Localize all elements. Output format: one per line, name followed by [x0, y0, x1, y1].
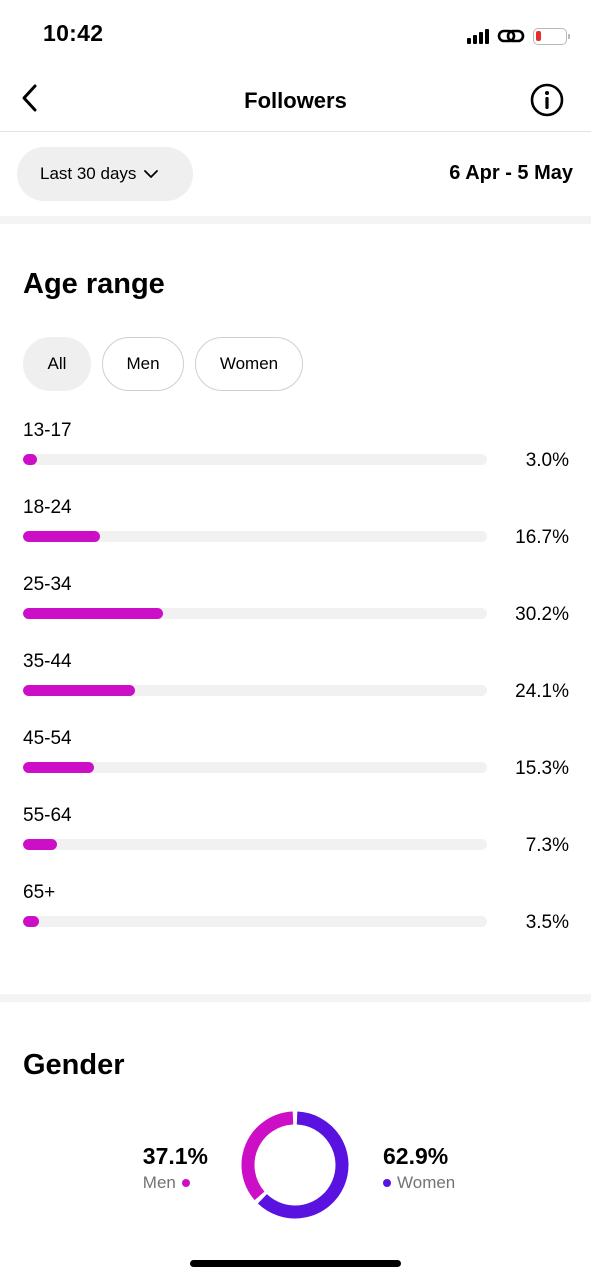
age-percent: 24.1%	[515, 681, 569, 702]
age-percent: 16.7%	[515, 527, 569, 548]
gender-breakdown: 37.1% Men 62.9% Women	[0, 1110, 591, 1225]
battery-icon	[533, 27, 570, 45]
status-icons	[467, 24, 570, 48]
section-divider	[0, 994, 591, 1002]
age-row-55-64: 55-64 7.3%	[23, 805, 569, 865]
info-icon	[530, 83, 564, 117]
info-button[interactable]	[527, 80, 567, 120]
age-bar-fill	[23, 839, 57, 850]
men-label: Men	[142, 1173, 176, 1192]
age-label: 65+	[23, 882, 56, 903]
women-percent: 62.9%	[383, 1143, 449, 1169]
age-range-title: Age range	[23, 268, 165, 300]
age-label: 45-54	[23, 728, 72, 749]
age-row-65-plus: 65+ 3.5%	[23, 882, 569, 942]
age-bar-fill	[23, 531, 101, 542]
age-percent: 3.0%	[525, 450, 569, 471]
age-row-18-24: 18-24 16.7%	[23, 497, 569, 557]
women-dot-icon	[383, 1179, 391, 1187]
men-arc	[241, 1111, 294, 1201]
age-bar-track	[23, 839, 487, 850]
age-percent: 30.2%	[515, 604, 569, 625]
gender-donut-chart	[241, 1111, 349, 1219]
age-label: 13-17	[23, 420, 72, 441]
section-divider	[0, 216, 591, 224]
date-range-dropdown-label: Last 30 days	[40, 164, 137, 183]
age-row-35-44: 35-44 24.1%	[23, 651, 569, 711]
age-label: 55-64	[23, 805, 72, 826]
date-range-dropdown[interactable]: Last 30 days	[17, 147, 193, 201]
nav-bar: Followers	[0, 70, 591, 132]
status-bar: 10:42	[0, 0, 591, 70]
women-arc	[257, 1111, 349, 1219]
age-bar-fill	[23, 916, 40, 927]
age-percent: 7.3%	[525, 835, 569, 856]
age-row-45-54: 45-54 15.3%	[23, 728, 569, 788]
tab-women[interactable]: Women	[195, 337, 303, 391]
men-dot-icon	[181, 1179, 190, 1187]
chevron-left-icon	[22, 84, 37, 112]
age-bar-track	[23, 531, 487, 542]
chevron-down-icon	[144, 169, 159, 178]
age-bar-fill	[23, 454, 37, 465]
age-bar-fill	[23, 685, 135, 696]
age-percent: 15.3%	[515, 758, 569, 779]
home-indicator	[190, 1260, 401, 1267]
age-bar-fill	[23, 608, 164, 619]
gender-men-legend: 37.1% Men	[143, 1143, 208, 1193]
women-label: Women	[397, 1173, 456, 1192]
page-title: Followers	[244, 88, 347, 113]
age-label: 25-34	[23, 574, 72, 595]
status-time: 10:42	[43, 20, 104, 46]
age-bar-track	[23, 608, 487, 619]
gender-women-legend: 62.9% Women	[383, 1143, 455, 1193]
link-icon	[497, 29, 525, 43]
back-button[interactable]	[10, 78, 50, 118]
age-filter-tabs: All Men Women	[23, 337, 303, 391]
date-range-text: 6 Apr - 5 May	[449, 162, 573, 184]
age-label: 18-24	[23, 497, 72, 518]
age-label: 35-44	[23, 651, 72, 672]
age-bar-fill	[23, 762, 94, 773]
age-row-13-17: 13-17 3.0%	[23, 420, 569, 480]
tab-men[interactable]: Men	[102, 337, 184, 391]
age-bar-track	[23, 454, 487, 465]
age-row-25-34: 25-34 30.2%	[23, 574, 569, 634]
cellular-signal-icon	[467, 28, 489, 44]
men-percent: 37.1%	[142, 1143, 208, 1169]
age-bar-track	[23, 916, 487, 927]
gender-title: Gender	[23, 1049, 125, 1081]
age-bar-track	[23, 685, 487, 696]
tab-all[interactable]: All	[23, 337, 91, 391]
age-bar-track	[23, 762, 487, 773]
age-percent: 3.5%	[525, 912, 569, 933]
